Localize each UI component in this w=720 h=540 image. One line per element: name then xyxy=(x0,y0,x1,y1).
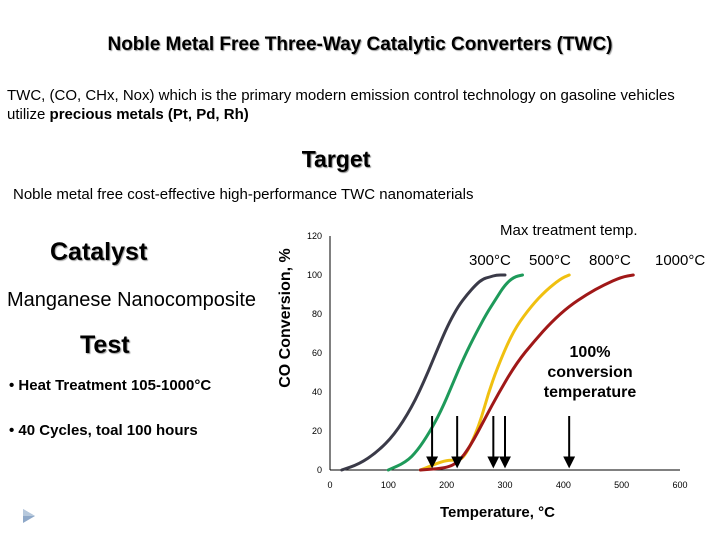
conversion-annotation: 100% conversion temperature xyxy=(530,343,650,403)
triangle-bullet-icon xyxy=(23,509,35,523)
y-axis-label: CO Conversion, % xyxy=(277,248,294,388)
test-bullet-heat: • Heat Treatment 105-1000°C xyxy=(9,377,212,394)
series-label-1000: 1000°C xyxy=(655,252,706,269)
x-axis-label: Temperature, °C xyxy=(440,504,555,521)
target-heading: Target xyxy=(301,146,371,172)
series-line-500c xyxy=(386,273,524,472)
conversion-annotation-line3: temperature xyxy=(543,384,637,401)
max-treatment-temp-title: Max treatment temp. xyxy=(500,222,638,239)
series-label-500: 500°C xyxy=(529,252,571,269)
intro-text: TWC, (CO, CHx, Nox) which is the primary… xyxy=(7,86,707,124)
test-heading: Test xyxy=(80,331,130,359)
conversion-annotation-line2: conversion xyxy=(547,364,633,381)
x-tick-label: 100 xyxy=(381,480,396,490)
target-text: Noble metal free cost-effective high-per… xyxy=(13,186,474,203)
intro-bold: precious metals (Pt, Pd, Rh) xyxy=(49,106,249,123)
y-tick-label: 120 xyxy=(307,231,322,241)
series-label-300: 300°C xyxy=(469,252,511,269)
y-tick-label: 0 xyxy=(317,465,322,475)
x-tick-label: 200 xyxy=(439,480,454,490)
x-tick-label: 300 xyxy=(497,480,512,490)
x-tick-label: 500 xyxy=(614,480,629,490)
series-line-800c xyxy=(418,273,571,472)
conversion-annotation-line1: 100% xyxy=(569,344,611,361)
x-tick-label: 600 xyxy=(672,480,687,490)
test-bullet-cycles: • 40 Cycles, toal 100 hours xyxy=(9,422,198,439)
intro-plain: TWC, (CO, CHx, Nox) which is the primary… xyxy=(7,87,675,123)
y-tick-label: 40 xyxy=(312,387,322,397)
catalyst-text: Manganese Nanocomposite xyxy=(7,289,257,311)
y-tick-label: 20 xyxy=(312,426,322,436)
series-line-300c xyxy=(340,273,507,472)
y-tick-label: 60 xyxy=(312,348,322,358)
x-tick-label: 0 xyxy=(327,480,332,490)
slide-title: Noble Metal Free Three-Way Catalytic Con… xyxy=(107,34,613,55)
y-tick-label: 100 xyxy=(307,270,322,280)
series-label-800: 800°C xyxy=(589,252,631,269)
x-tick-label: 400 xyxy=(556,480,571,490)
y-tick-label: 80 xyxy=(312,309,322,319)
catalyst-heading: Catalyst xyxy=(50,238,148,266)
